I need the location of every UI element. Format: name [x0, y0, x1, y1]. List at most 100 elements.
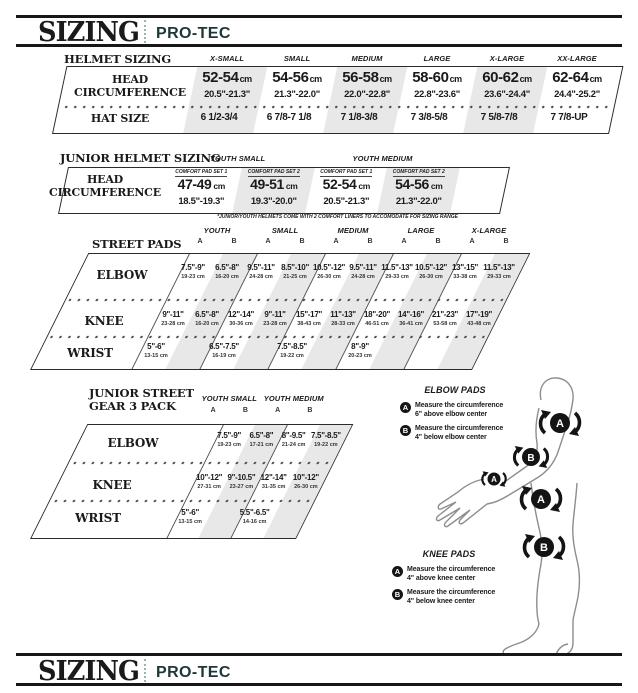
sub-column-b: B [435, 238, 441, 245]
hat-size-cell: 6 7/8-7 1/8 [266, 112, 312, 123]
pad-cell: 7.5"-9" 19-23 cm [181, 263, 205, 280]
comfort-pad-set-label: COMFORT PAD SET 1 [175, 169, 228, 177]
wrist-badge-a-letter: A [491, 475, 497, 484]
comfort-pad-set-label: COMFORT PAD SET 2 [247, 169, 300, 177]
guide-text: Measure the circumference 4" below knee c… [407, 589, 496, 605]
arm-illustration [435, 377, 574, 528]
dotted-row-separator [51, 499, 312, 503]
comfort-pad-set-label: COMFORT PAD SET 2 [392, 169, 445, 177]
a-badge: A [392, 566, 403, 577]
pad-cell: 9"-11" 23-28 cm [263, 310, 287, 327]
junior-gear-group-row: YOUTH SMALL YOUTH MEDIUM [197, 394, 326, 403]
pad-cell: 7.5"-8.5" 19-22 cm [277, 342, 307, 359]
pad-cell: 8"-9" 20-23 cm [348, 342, 372, 359]
pad-cell: 10"-12" 26-30 cm [292, 473, 319, 490]
hat-size-label: HAT SIZE [90, 112, 150, 125]
pad-cell: 13"-15" 33-38 cm [452, 263, 478, 280]
pad-cell [377, 342, 411, 359]
guide-text: Measure the circumference 4" above knee c… [407, 566, 496, 582]
sub-column-a: A [210, 407, 216, 414]
pad-cell: 10.5"-12" 26-30 cm [312, 263, 346, 280]
street-knee-row: 9"-11" 23-28 cm 6.5"-8" 16-20 cm 12"-14" 30… [156, 310, 496, 327]
wrist-row-label: WRIST [75, 511, 121, 525]
size-label: LARGE [407, 226, 435, 235]
leg-badge-a [531, 489, 551, 509]
street-pads-title: STREET PADS [92, 237, 182, 251]
pad-cell: 6.5"-8" 17-21 cm [249, 431, 274, 448]
pad-cell: 10"-12" 27-31 cm [196, 473, 223, 490]
wrist-row-label: WRIST [67, 346, 113, 360]
head-circumference-label: HEAD CIRCUMFERENCE [49, 173, 161, 199]
size-label: X-LARGE [489, 54, 525, 63]
size-label: YOUTH [203, 226, 231, 235]
pad-cell: 14"-16" 36-41 cm [398, 310, 424, 327]
size-label: XX-LARGE [557, 54, 597, 63]
leg-badge-a-letter: A [537, 494, 545, 506]
arm-badge-b-letter: B [527, 453, 534, 464]
b-badge: B [392, 589, 403, 600]
pad-cell: 12"-14" 30-36 cm [228, 310, 254, 327]
b-badge: B [400, 425, 411, 436]
size-label: YOUTH SMALL [209, 154, 266, 163]
knee-guide-item-b: B Measure the circumference 4" below knee… [392, 589, 495, 606]
sub-column-b: B [367, 238, 373, 245]
header-top-rule [16, 15, 622, 18]
sub-column-b: B [231, 238, 237, 245]
arm-badge-a-letter: A [556, 418, 564, 430]
pad-cell: 9"-11" 23-28 cm [161, 310, 185, 327]
hat-size-cell: 7 3/8-5/8 [410, 112, 448, 123]
pad-cell: 15"-17" 38-43 cm [296, 310, 322, 327]
arm-badge-b [522, 448, 540, 466]
pad-cell [241, 342, 275, 359]
elbow-pads-guide-title: ELBOW PADS [424, 385, 486, 395]
street-pads-group-row: YOUTH SMALL MEDIUM LARGE X-LARGE [183, 226, 523, 235]
head-circumference-cell: 58-60cm 22.8"-23.6" [412, 69, 462, 101]
knee-guide-item-a: A Measure the circumference 4" above knee… [392, 566, 495, 583]
guide-text: Measure the circumference 6" above elbow … [415, 402, 504, 418]
pad-cell: 9.5"-11" 24-28 cm [247, 263, 275, 280]
footer-page-title: SIZING [38, 656, 140, 687]
a-badge: A [400, 402, 411, 413]
knee-row-label: KNEE [84, 314, 124, 328]
junior-wrist-row: 5"-6" 13-15 cm 5.5"-6.5" 14-16 cm [174, 508, 303, 525]
elbow-guide-item-a: A Measure the circumference 6" above elbo… [400, 402, 503, 419]
junior-gear-ab-row: A B A B [197, 407, 326, 414]
pad-cell: 6.5"-7.5" 16-19 cm [209, 342, 239, 359]
head-circumference-cell: 62-64cm 24.4"-25.2" [552, 69, 602, 101]
street-elbow-row: 7.5"-9" 19-23 cm 6.5"-8" 16-20 cm 9.5"-11"… [176, 263, 516, 280]
header-dotted-divider [144, 20, 146, 43]
junior-elbow-row: 7.5"-9" 19-23 cm 6.5"-8" 17-21 cm 8"-9.5" 2… [213, 431, 342, 448]
sub-column-a: A [333, 238, 339, 245]
junior-gear-title-2: GEAR 3 PACK [89, 399, 176, 413]
pad-cell: 7.5"-8.5" 19-22 cm [310, 431, 341, 448]
head-circumference-cell: 47-49 cm 18.5"-19.3" [177, 176, 226, 208]
dotted-row-separator [67, 298, 504, 302]
pad-cell: 6.5"-8" 16-20 cm [195, 310, 219, 327]
pad-cell [271, 508, 303, 525]
sub-column-a: A [265, 238, 271, 245]
size-label: MEDIUM [337, 226, 369, 235]
sub-column-a: A [469, 238, 475, 245]
footer-bottom-rule [16, 683, 622, 686]
sub-column-a: A [275, 407, 281, 414]
header-bottom-rule [16, 44, 622, 47]
head-circumference-label: HEAD CIRCUMFERENCE [74, 73, 186, 99]
pad-cell: 11.5"-13" 29-33 cm [483, 263, 515, 280]
helmet-head-values-row: 52-54cm 20.5"-21.3" 54-56cm 21.3"-22.0" 56… [192, 69, 612, 101]
footer-protec-logo: PRO-TEC [156, 664, 231, 681]
dotted-row-separator [70, 461, 331, 465]
elbow-row-label: ELBOW [96, 268, 148, 282]
leg-badge-b-letter: B [540, 542, 548, 554]
leg-badge-b [534, 537, 554, 557]
junior-helmet-title: JUNIOR HELMET SIZING [60, 151, 221, 165]
street-wrist-row: 5"-6" 13-15 cm 6.5"-7.5" 16-19 cm 7.5"-8.5… [139, 342, 479, 359]
sub-column-b: B [299, 238, 305, 245]
sub-column-a: A [401, 238, 407, 245]
junior-gear-title-1: JUNIOR STREET [89, 386, 194, 400]
sub-column-b: B [307, 407, 313, 414]
knee-row-label: KNEE [92, 478, 132, 492]
size-label: YOUTH MEDIUM [352, 154, 413, 163]
pad-cell: 21"-23" 53-58 cm [432, 310, 458, 327]
